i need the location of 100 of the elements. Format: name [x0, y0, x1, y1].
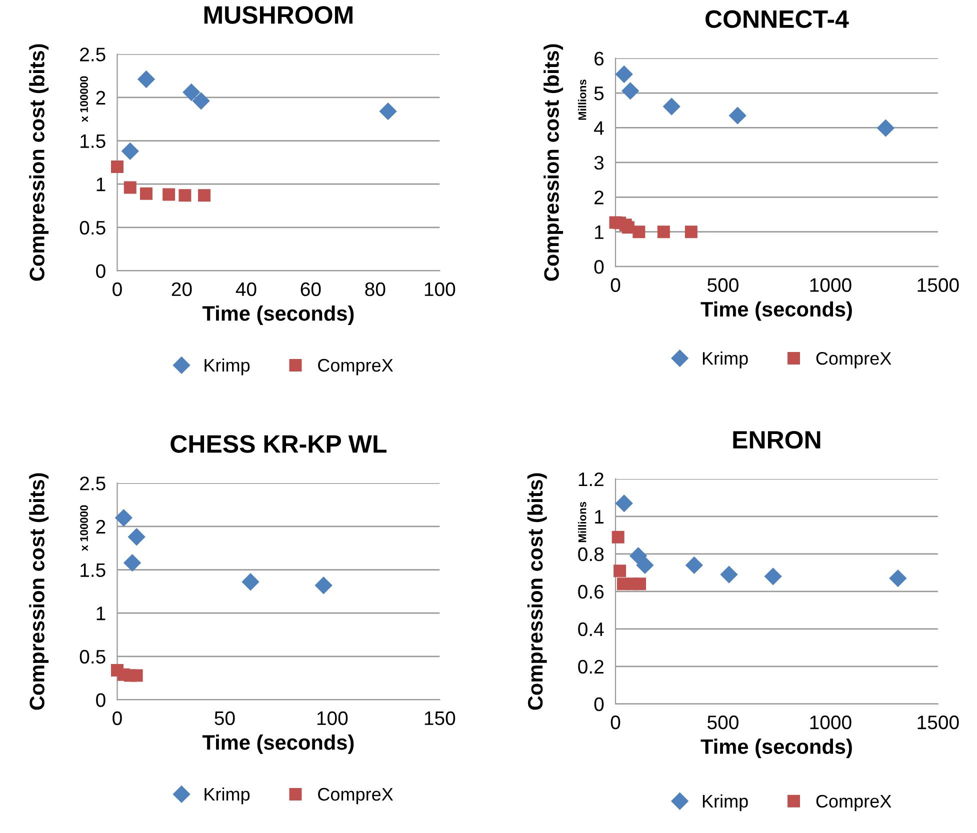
point [622, 82, 639, 100]
y-axis-title: Compression cost (bits) [527, 473, 547, 710]
point [110, 160, 124, 174]
chart-title: MUSHROOM [204, 6, 352, 24]
y-tick-label: 0 [594, 697, 604, 712]
x-tick-label: 100 [317, 711, 348, 726]
x-tick-label: 500 [708, 278, 738, 292]
point [124, 181, 136, 194]
point [115, 509, 132, 526]
point [614, 564, 626, 578]
point [162, 188, 176, 201]
legend-label: Krimp [702, 794, 748, 812]
point [622, 221, 634, 234]
y-tick-label: 1.5 [80, 563, 106, 578]
text: Millions [578, 502, 586, 542]
x-tick-label: 1000 [810, 716, 852, 730]
point [242, 573, 260, 590]
y-tick-label: 1.5 [80, 134, 106, 148]
y-tick-label: 0.8 [578, 547, 604, 562]
x-tick-label: 40 [236, 282, 256, 296]
point [198, 189, 211, 202]
point [124, 554, 141, 572]
y-tick-label: 0.2 [578, 660, 604, 674]
y-axis-title: Compression cost (bits) [29, 473, 49, 710]
x-tick-label: 1500 [918, 278, 959, 292]
x-tick-label: 80 [365, 282, 386, 296]
x-tick-label: 0 [112, 282, 122, 296]
y-tick-label: 1 [96, 178, 106, 192]
text: x 100000 [80, 76, 88, 122]
y-tick-label: 1 [96, 606, 106, 620]
y-tick-label: 2.5 [80, 48, 106, 62]
legend-label: CompreX [318, 358, 394, 376]
y-tick-label: 1.2 [578, 472, 604, 486]
point [686, 556, 703, 574]
point [684, 226, 698, 238]
point [877, 120, 894, 137]
y-tick-label: 3 [594, 156, 604, 170]
y-tick-label: 2 [96, 90, 106, 105]
text: Millions [578, 80, 586, 120]
y-axis-title: Compression cost (bits) [544, 44, 564, 281]
point [663, 98, 680, 116]
y-tick-label: 0 [594, 260, 604, 274]
x-tick-label: 50 [214, 711, 235, 726]
point [616, 494, 633, 512]
y-tick-label: 0.4 [578, 622, 604, 636]
point [632, 226, 646, 238]
y-tick-label: 0 [96, 693, 106, 707]
point [720, 566, 738, 584]
x-axis-title: Time (seconds) [700, 738, 852, 758]
point [729, 107, 746, 124]
y-tick-label: 2 [96, 520, 106, 534]
point [138, 70, 155, 88]
point [122, 142, 139, 160]
y-tick-label: 1 [595, 510, 604, 524]
y-tick-label: 0.6 [578, 584, 604, 599]
point [315, 576, 332, 594]
point [636, 556, 654, 574]
point [182, 84, 200, 101]
y-tick-label: 1 [595, 226, 604, 239]
y-tick-label: 0 [96, 264, 106, 278]
x-axis-title: Time (seconds) [202, 306, 354, 325]
legend-label: Krimp [204, 358, 250, 376]
point [657, 226, 670, 238]
point [192, 92, 210, 110]
x-tick-label: 1000 [810, 278, 852, 292]
chart-title: ENRON [733, 430, 820, 449]
legend-label: CompreX [816, 352, 892, 368]
point [616, 66, 633, 83]
point [380, 102, 397, 120]
y-tick-label: 2.5 [80, 476, 106, 490]
x-tick-label: 500 [708, 716, 738, 730]
point [889, 570, 906, 587]
point [764, 568, 782, 585]
chart-title: CONNECT-4 [706, 10, 849, 28]
x-tick-label: 100 [424, 282, 456, 296]
point [612, 530, 624, 544]
x-axis-title: Time (seconds) [202, 734, 354, 754]
point [634, 578, 646, 590]
legend-label: Krimp [702, 352, 748, 368]
point [140, 187, 153, 200]
point [630, 547, 647, 564]
x-tick-label: 0 [610, 716, 620, 730]
legend-label: CompreX [816, 794, 892, 812]
y-axis-title: Compression cost (bits) [29, 44, 49, 281]
y-tick-label: 5 [594, 86, 604, 100]
point [128, 528, 146, 546]
chart-title: CHESS KR-KP WL [170, 435, 386, 453]
legend-label: Krimp [204, 787, 250, 804]
x-tick-label: 60 [300, 282, 321, 296]
x-tick-label: 1500 [918, 716, 959, 730]
x-tick-label: 150 [424, 711, 456, 726]
y-tick-label: 4 [594, 121, 604, 135]
legend-label: CompreX [318, 788, 394, 804]
x-axis-title: Time (seconds) [700, 301, 852, 321]
x-tick-label: 0 [112, 711, 122, 726]
text: x 100000 [80, 505, 88, 552]
y-tick-label: 0.5 [80, 650, 106, 664]
x-tick-label: 20 [172, 282, 192, 296]
y-tick-label: 0.5 [80, 220, 106, 235]
x-tick-label: 0 [610, 278, 620, 292]
